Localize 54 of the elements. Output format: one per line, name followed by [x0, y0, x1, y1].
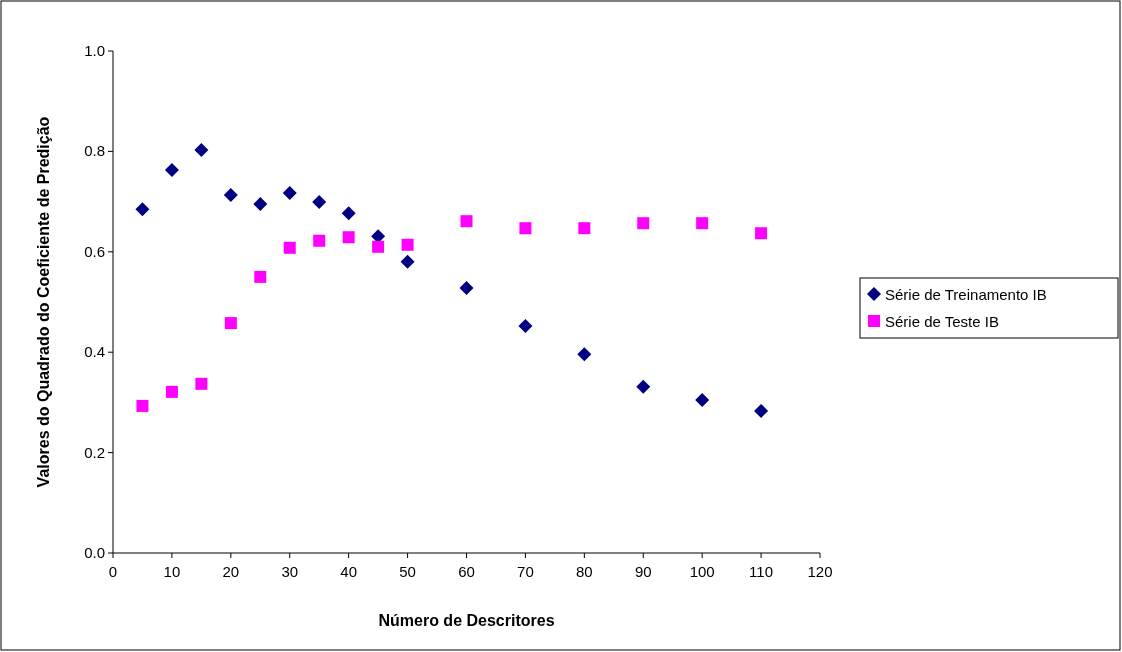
x-tick-label: 10 — [163, 563, 181, 580]
legend-label: Série de Treinamento IB — [885, 286, 1047, 303]
point — [578, 222, 591, 235]
x-tick-label: 90 — [634, 563, 652, 580]
point — [136, 399, 149, 412]
y-tick-label: 0.2 — [84, 443, 105, 461]
x-tick-label: 120 — [807, 563, 833, 580]
y-tick-label: 0.4 — [84, 343, 105, 361]
x-tick-label: 50 — [399, 563, 416, 580]
x-tick-label: 100 — [689, 563, 715, 580]
point — [755, 227, 768, 240]
point — [253, 197, 268, 212]
point — [637, 217, 650, 230]
point — [577, 347, 592, 362]
x-tick-label: 40 — [340, 563, 358, 580]
y-tick-label: 0.8 — [84, 142, 105, 160]
point — [518, 319, 533, 334]
x-tick-label: 110 — [749, 563, 774, 580]
point — [342, 231, 355, 244]
point — [313, 234, 326, 247]
y-tick-label: 1.0 — [84, 42, 105, 59]
point — [341, 206, 356, 221]
y-axis-title: Valores do Quadrado do Coeficiente de Predição — [35, 116, 52, 488]
x-tick-label: 20 — [222, 563, 240, 580]
point — [460, 215, 473, 228]
point — [696, 217, 709, 230]
point — [224, 317, 237, 330]
x-tick-label: 30 — [281, 563, 299, 580]
point — [459, 280, 474, 295]
legend-label: Série de Teste IB — [885, 313, 999, 330]
point — [164, 162, 179, 177]
point — [312, 195, 327, 210]
point — [754, 403, 769, 418]
point — [519, 222, 532, 235]
point — [695, 392, 710, 407]
x-tick-label: 0 — [108, 563, 118, 580]
point — [401, 238, 414, 251]
point — [194, 142, 209, 157]
x-tick-label: 60 — [458, 563, 475, 580]
y-tick-label: 0.6 — [84, 242, 105, 260]
point — [223, 188, 238, 203]
x-axis-title: Número de Descritores — [378, 612, 555, 629]
point — [135, 202, 150, 217]
x-tick-label: 70 — [517, 563, 534, 580]
point — [372, 240, 385, 253]
point — [283, 241, 296, 254]
point — [165, 385, 178, 398]
point — [195, 377, 208, 390]
y-tick-label: 0.0 — [84, 544, 105, 561]
x-tick-label: 80 — [575, 563, 593, 580]
point — [636, 379, 651, 394]
point — [282, 186, 297, 201]
point — [254, 270, 267, 283]
point — [400, 254, 415, 269]
